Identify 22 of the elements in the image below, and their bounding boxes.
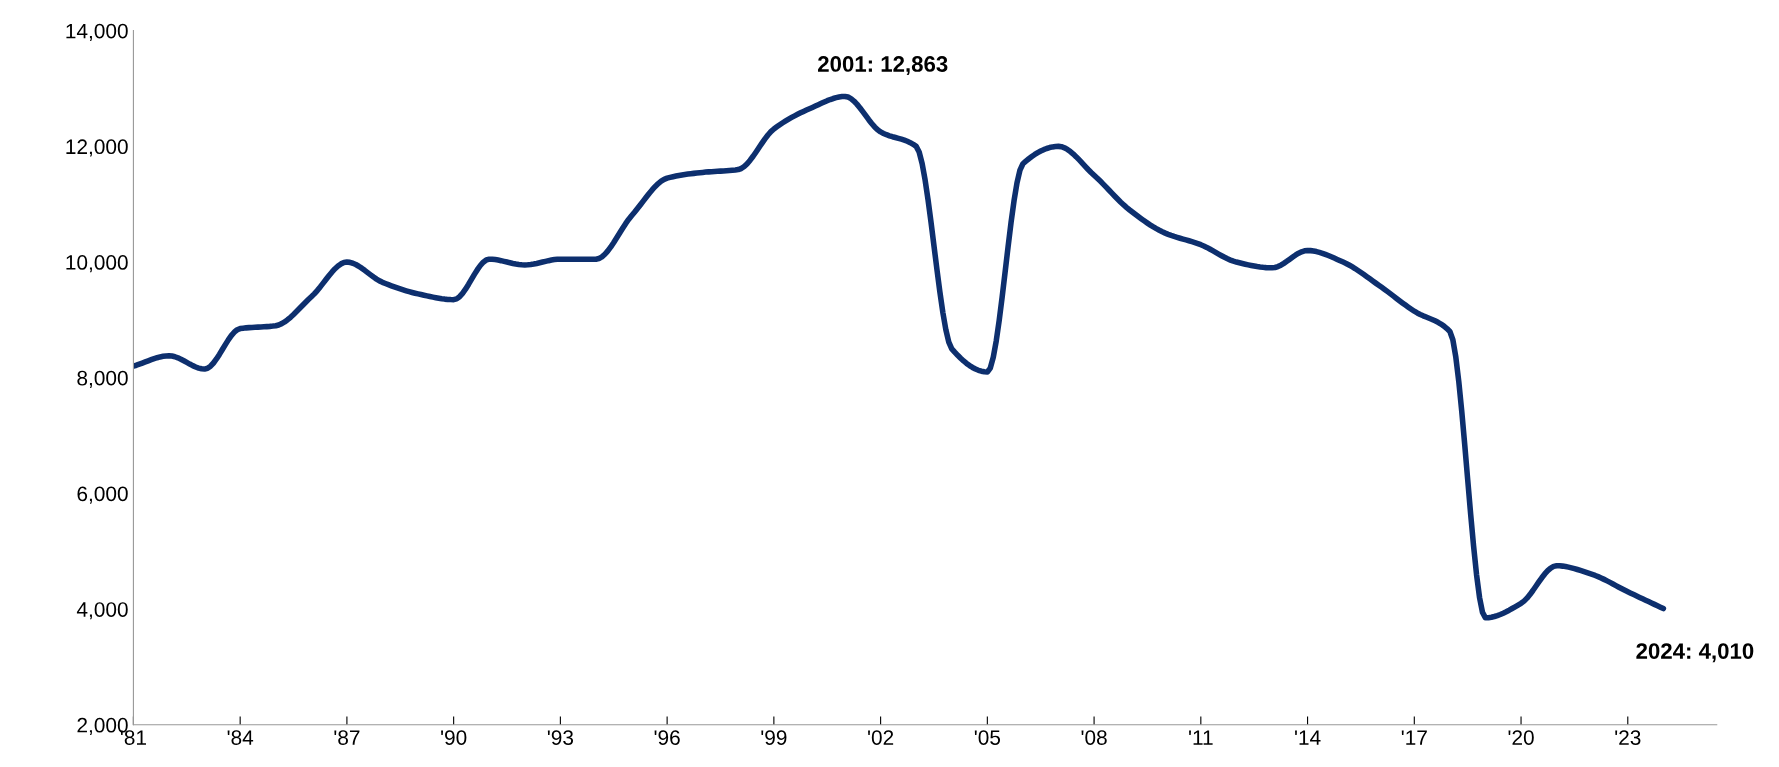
x-tick-label: '08 bbox=[1081, 730, 1107, 745]
x-tick-label: '90 bbox=[441, 730, 467, 745]
annotation: 2001: 12,863 bbox=[818, 56, 948, 76]
x-tick-label: '14 bbox=[1295, 730, 1321, 745]
x-tick-label: '05 bbox=[974, 730, 1001, 745]
x-tick-label: '93 bbox=[547, 730, 574, 745]
x-tick-label: '99 bbox=[761, 730, 787, 745]
y-tick-label: 12,000 bbox=[66, 139, 128, 157]
x-tick-label: '96 bbox=[654, 730, 680, 745]
x-tick-label: '23 bbox=[1615, 730, 1641, 745]
x-tick-label: '11 bbox=[1189, 730, 1213, 745]
y-tick-label: 14,000 bbox=[66, 23, 128, 41]
x-tick-label: '84 bbox=[227, 730, 254, 745]
y-tick-label: 6,000 bbox=[77, 486, 128, 504]
annotation: 2024: 4,010 bbox=[1636, 643, 1754, 663]
x-tick-label: '20 bbox=[1508, 730, 1534, 745]
y-tick-label: 8,000 bbox=[77, 370, 128, 388]
y-tick-label: 4,000 bbox=[76, 602, 128, 620]
x-tick-label: '87 bbox=[334, 730, 360, 745]
y-tick-label: 10,000 bbox=[66, 255, 128, 273]
x-tick-label: '02 bbox=[868, 730, 894, 745]
x-tick-label: '17 bbox=[1401, 730, 1427, 745]
